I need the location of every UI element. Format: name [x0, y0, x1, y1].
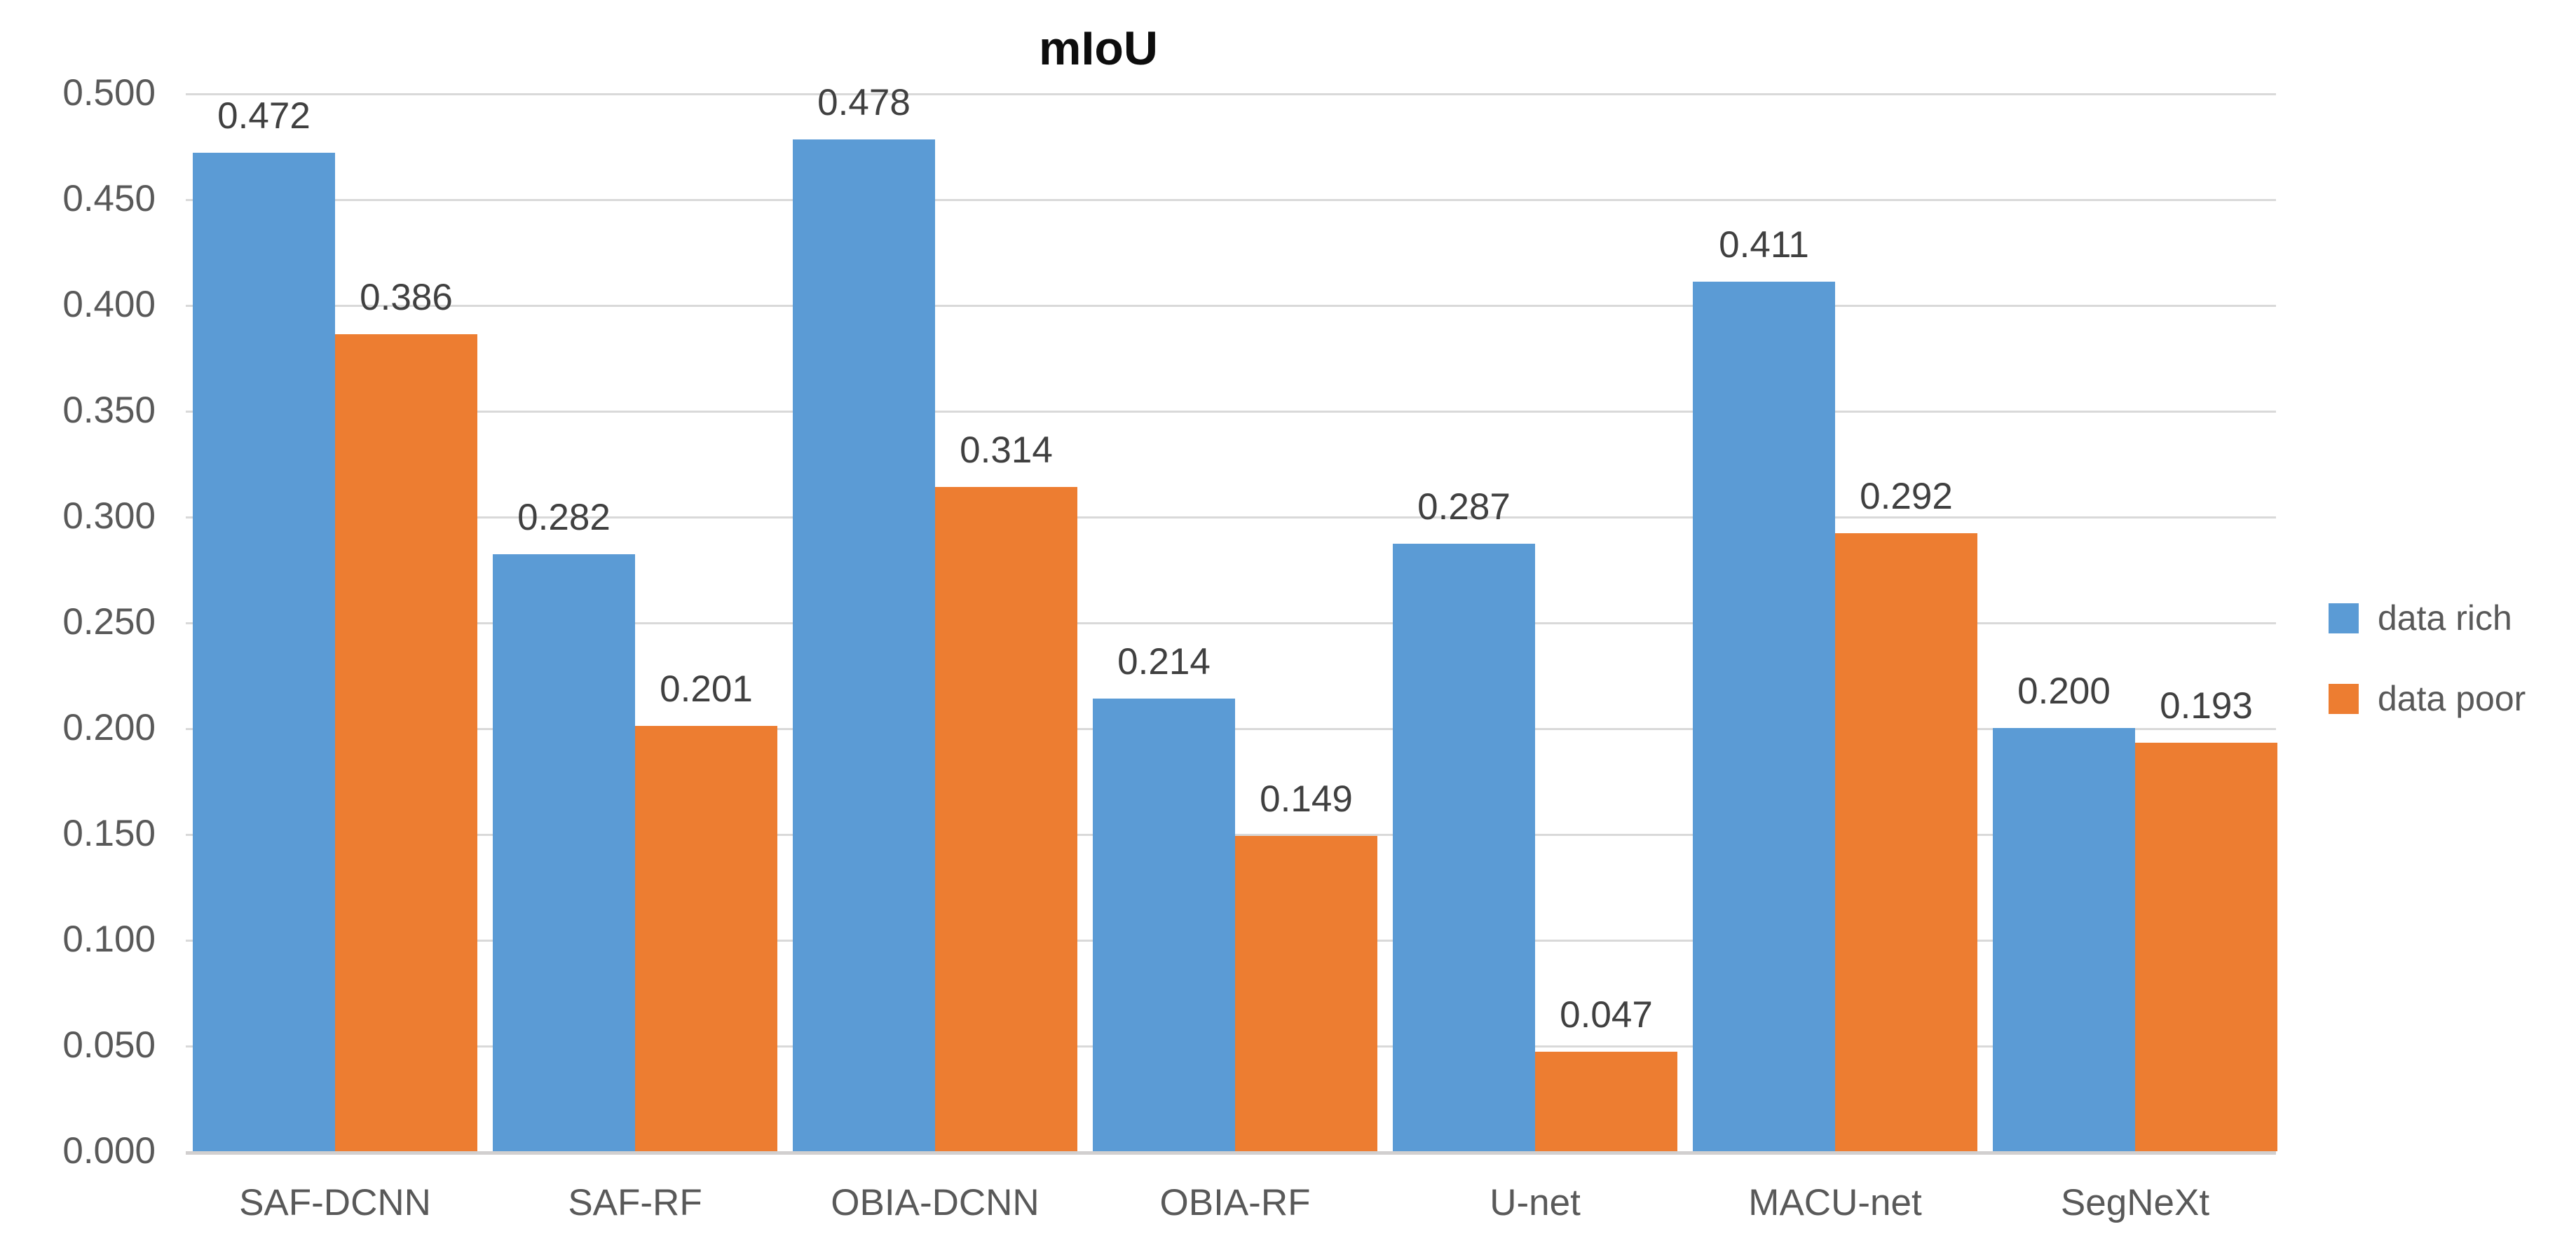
bar-data-poor: [1535, 1052, 1677, 1151]
bar-value-label: 0.411: [1719, 224, 1809, 266]
bar-value-label: 0.047: [1560, 994, 1653, 1036]
bar-data-rich: [1993, 728, 2135, 1151]
y-axis-tick-label: 0.050: [62, 1024, 156, 1066]
legend-label: data poor: [2378, 679, 2526, 718]
bar-value-label: 0.478: [817, 82, 911, 123]
bar-data-rich: [1093, 699, 1235, 1151]
gridline: [186, 622, 2276, 624]
legend-item: data poor: [2329, 678, 2526, 719]
bar-value-label: 0.201: [660, 668, 753, 710]
y-axis-tick-label: 0.000: [62, 1130, 156, 1172]
bar-value-label: 0.282: [517, 497, 611, 538]
gridline: [186, 411, 2276, 413]
gridline: [186, 93, 2276, 95]
bar-data-rich: [1393, 544, 1535, 1151]
gridline: [186, 516, 2276, 519]
x-axis-category-label: SAF-DCNN: [239, 1182, 431, 1223]
y-axis-tick-label: 0.100: [62, 919, 156, 960]
x-axis-category-label: OBIA-DCNN: [831, 1182, 1040, 1223]
bar-data-rich: [193, 153, 335, 1151]
bar-data-rich: [493, 554, 635, 1151]
x-axis-category-label: SAF-RF: [568, 1182, 702, 1223]
gridline: [186, 305, 2276, 307]
legend: data rich data poor: [2329, 598, 2526, 759]
y-axis-tick-label: 0.500: [62, 72, 156, 114]
y-axis-tick-label: 0.150: [62, 813, 156, 854]
legend-swatch-data-rich: [2329, 603, 2359, 633]
bar-data-poor: [2135, 743, 2277, 1151]
chart-title: mIoU: [1039, 22, 1158, 75]
bar-value-label: 0.287: [1417, 486, 1511, 528]
bar-value-label: 0.314: [960, 430, 1053, 471]
bar-data-rich: [1693, 282, 1835, 1151]
bar-value-label: 0.472: [217, 95, 311, 137]
bar-value-label: 0.200: [2017, 671, 2111, 712]
bar-value-label: 0.386: [360, 277, 453, 318]
x-axis-category-label: SegNeXt: [2060, 1182, 2210, 1223]
legend-swatch-data-poor: [2329, 683, 2359, 714]
bar-data-poor: [935, 487, 1077, 1151]
bar-data-poor: [635, 726, 777, 1151]
plot-area: 0.472 0.386 0.282 0.201 0.478 0.314 0.214 0.149…: [186, 82, 2277, 1155]
y-axis-tick-label: 0.250: [62, 601, 156, 643]
bar-value-label: 0.214: [1117, 641, 1211, 682]
bar-value-label: 0.149: [1260, 778, 1353, 820]
bar-value-label: 0.292: [1860, 476, 1953, 517]
y-axis-tick-label: 0.350: [62, 390, 156, 431]
legend-label: data rich: [2378, 598, 2512, 638]
x-axis-category-label: U-net: [1490, 1182, 1581, 1223]
bar-data-poor: [335, 334, 477, 1151]
y-axis-tick-label: 0.300: [62, 495, 156, 537]
gridline: [186, 199, 2276, 201]
y-axis-tick-label: 0.200: [62, 707, 156, 748]
x-axis-category-label: MACU-net: [1748, 1182, 1922, 1223]
y-axis-tick-label: 0.400: [62, 284, 156, 325]
bar-data-rich: [793, 139, 935, 1151]
legend-item: data rich: [2329, 598, 2526, 638]
bar-value-label: 0.193: [2160, 685, 2253, 727]
x-axis-category-label: OBIA-RF: [1159, 1182, 1311, 1223]
bar-data-poor: [1235, 836, 1377, 1151]
bar-data-poor: [1835, 533, 1977, 1151]
y-axis-tick-label: 0.450: [62, 178, 156, 219]
